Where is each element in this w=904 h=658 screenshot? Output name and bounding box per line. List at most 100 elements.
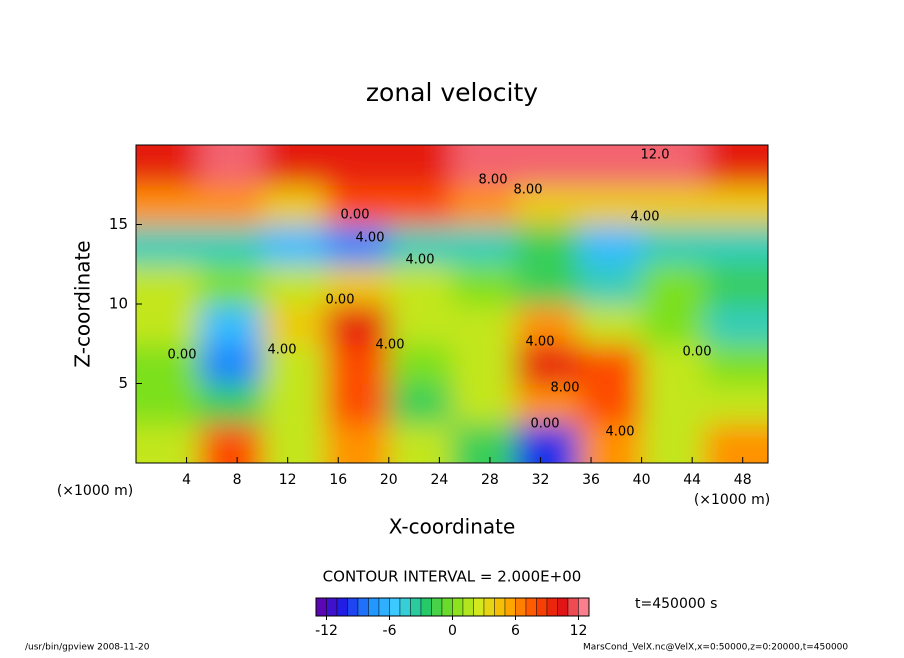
- cell: [578, 145, 643, 186]
- contour-interval: CONTOUR INTERVAL = 2.000E+00: [323, 568, 582, 586]
- colorbar-box: [473, 597, 485, 617]
- cell: [578, 423, 643, 463]
- cell: [199, 304, 264, 345]
- cell: [704, 423, 768, 463]
- cell: [515, 145, 580, 186]
- contour-label: 0.00: [531, 417, 560, 432]
- colorbar-box: [483, 597, 495, 617]
- cell: [452, 383, 517, 425]
- colorbar-box: [389, 597, 401, 617]
- cell: [515, 224, 580, 266]
- cell: [515, 423, 580, 463]
- colorbar-tick-label: -12: [315, 623, 338, 639]
- cell: [136, 264, 201, 305]
- cell: [325, 423, 390, 463]
- contour-label: 0.00: [168, 348, 197, 363]
- cell: [262, 145, 327, 186]
- cell: [452, 343, 517, 385]
- contour-label: 0.00: [341, 208, 370, 223]
- y-tick-label: 15: [109, 215, 128, 233]
- cell: [578, 343, 643, 385]
- cell: [325, 383, 390, 425]
- contour-label: 4.00: [631, 210, 660, 225]
- colorbar-box: [567, 597, 579, 617]
- cell: [199, 383, 264, 425]
- cell: [325, 304, 390, 345]
- chart-title: zonal velocity: [366, 78, 538, 107]
- contour-label: 4.00: [376, 338, 405, 353]
- cell: [262, 224, 327, 266]
- footer-right: MarsCond_VelX.nc@VelX,x=0:50000,z=0:2000…: [583, 643, 848, 653]
- contour-label: 12.0: [641, 148, 670, 163]
- cell: [325, 343, 390, 385]
- cell: [704, 145, 768, 186]
- cell: [388, 383, 453, 425]
- cell: [136, 343, 201, 385]
- colorbar-tick-label: 6: [511, 623, 520, 639]
- x-tick-label: 48: [734, 472, 752, 488]
- cell: [388, 224, 453, 266]
- cell: [452, 264, 517, 305]
- contour-label: 4.00: [356, 231, 385, 246]
- colorbar-box: [557, 597, 569, 617]
- x-unit: (×1000 m): [694, 492, 770, 508]
- y-tick-label: 5: [118, 374, 128, 392]
- cell: [578, 304, 643, 345]
- cell: [578, 264, 643, 305]
- cell: [136, 224, 201, 266]
- colorbar-box: [525, 597, 537, 617]
- cell: [641, 224, 706, 266]
- cell: [515, 264, 580, 305]
- colorbar-box: [357, 597, 369, 617]
- cell: [452, 145, 517, 186]
- y-unit: (×1000 m): [57, 483, 133, 499]
- cell: [262, 423, 327, 463]
- colorbar-box: [410, 597, 422, 617]
- cell: [325, 145, 390, 186]
- colorbar-box: [315, 597, 327, 617]
- cell: [641, 264, 706, 305]
- cell: [704, 304, 768, 345]
- colorbar-box: [536, 597, 548, 617]
- cell: [452, 423, 517, 463]
- cell: [515, 383, 580, 425]
- cell: [136, 423, 201, 463]
- cell: [262, 343, 327, 385]
- cell: [641, 423, 706, 463]
- colorbar-box: [578, 597, 590, 617]
- cell: [641, 304, 706, 345]
- cell: [325, 184, 390, 226]
- x-tick-label: 40: [633, 472, 651, 488]
- cell: [578, 184, 643, 226]
- x-label: X-coordinate: [389, 515, 516, 539]
- contour-label: 8.00: [514, 183, 543, 198]
- contour-label: 0.00: [683, 345, 712, 360]
- cell: [704, 264, 768, 305]
- contour-label: 4.00: [606, 425, 635, 440]
- cell: [136, 184, 201, 226]
- cell: [452, 304, 517, 345]
- cell: [262, 264, 327, 305]
- x-tick-label: 12: [279, 472, 297, 488]
- cell: [704, 343, 768, 385]
- colorbar-box: [462, 597, 474, 617]
- cell: [704, 224, 768, 266]
- cell: [388, 423, 453, 463]
- cell: [515, 304, 580, 345]
- cell: [641, 383, 706, 425]
- cell: [388, 184, 453, 226]
- y-tick-label: 10: [109, 295, 128, 313]
- cell: [388, 264, 453, 305]
- y-label: Z-coordinate: [71, 240, 95, 367]
- colorbar-box: [399, 597, 411, 617]
- colorbar-tick-label: -6: [383, 623, 397, 639]
- cell: [262, 304, 327, 345]
- colorbar-box: [546, 597, 558, 617]
- footer-left: /usr/bin/gpview 2008-11-20: [25, 643, 150, 653]
- x-tick-label: 28: [481, 472, 499, 488]
- cell: [199, 343, 264, 385]
- x-tick-label: 4: [182, 472, 191, 488]
- colorbar-box: [420, 597, 432, 617]
- colorbar-box: [431, 597, 443, 617]
